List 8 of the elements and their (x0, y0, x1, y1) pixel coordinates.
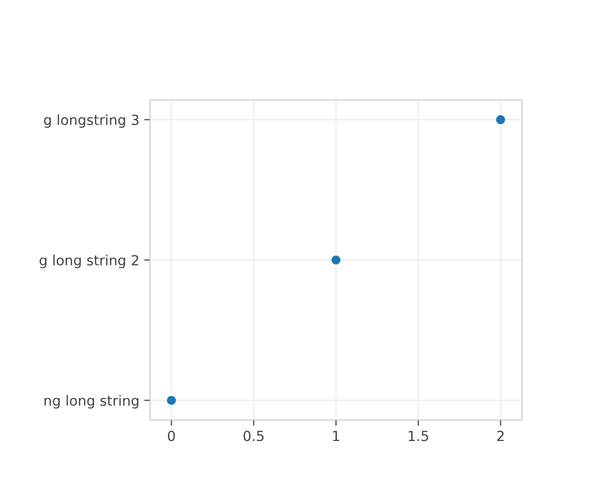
y-tick-label: g longstring 3 (44, 114, 138, 128)
x-tick-label: 1.5 (408, 430, 428, 442)
y-tick-label: ng long string (44, 395, 138, 409)
y-tick-label: g long string 2 (40, 254, 138, 268)
x-tick-label: 2 (497, 430, 504, 441)
x-tick-label: 1 (333, 430, 340, 441)
x-tick-label: 0 (168, 430, 175, 442)
x-tick-label: 0.5 (244, 430, 264, 442)
